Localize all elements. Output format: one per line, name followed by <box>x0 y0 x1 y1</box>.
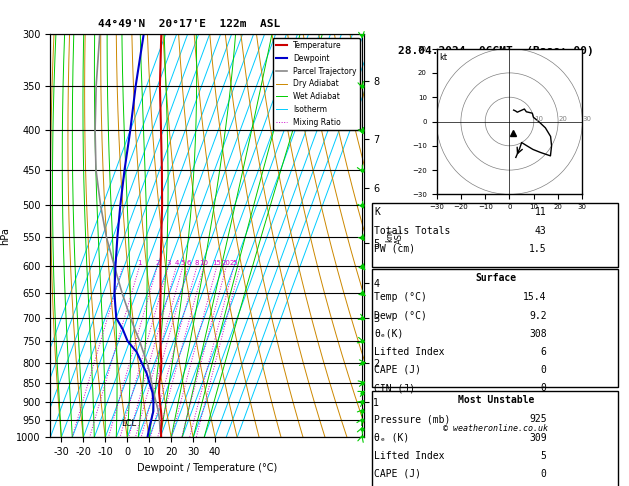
Text: CAPE (J): CAPE (J) <box>374 365 421 375</box>
Text: 0: 0 <box>541 469 547 479</box>
Text: 1: 1 <box>137 260 142 266</box>
Text: 5: 5 <box>181 260 185 266</box>
Text: 925: 925 <box>529 415 547 424</box>
Text: Dewp (°C): Dewp (°C) <box>374 311 427 321</box>
Text: 5: 5 <box>541 451 547 461</box>
Text: PW (cm): PW (cm) <box>374 244 415 254</box>
Text: Totals Totals: Totals Totals <box>374 226 450 236</box>
Text: θₑ (K): θₑ (K) <box>374 433 409 443</box>
Text: 20: 20 <box>222 260 231 266</box>
Text: 10: 10 <box>534 116 543 122</box>
Text: 309: 309 <box>529 433 547 443</box>
Text: 15: 15 <box>213 260 221 266</box>
Text: 15.4: 15.4 <box>523 293 547 302</box>
Legend: Temperature, Dewpoint, Parcel Trajectory, Dry Adiabat, Wet Adiabat, Isotherm, Mi: Temperature, Dewpoint, Parcel Trajectory… <box>272 38 360 130</box>
Text: 3: 3 <box>166 260 170 266</box>
Text: 20: 20 <box>558 116 567 122</box>
Text: 43: 43 <box>535 226 547 236</box>
Text: Surface: Surface <box>476 273 516 283</box>
Bar <box>372 391 618 486</box>
Text: Pressure (mb): Pressure (mb) <box>374 415 450 424</box>
Text: 6: 6 <box>541 347 547 357</box>
Text: CIN (J): CIN (J) <box>374 383 415 393</box>
Text: 4: 4 <box>174 260 179 266</box>
Text: 44°49'N  20°17'E  122m  ASL: 44°49'N 20°17'E 122m ASL <box>97 19 280 30</box>
Text: Lifted Index: Lifted Index <box>374 347 445 357</box>
Text: kt: kt <box>440 53 448 62</box>
Text: 9.2: 9.2 <box>529 311 547 321</box>
Text: LCL: LCL <box>121 419 136 428</box>
Text: Temp (°C): Temp (°C) <box>374 293 427 302</box>
Text: 28.04.2024  06GMT  (Base: 00): 28.04.2024 06GMT (Base: 00) <box>398 46 594 56</box>
Text: 11: 11 <box>535 208 547 217</box>
Y-axis label: hPa: hPa <box>1 227 11 244</box>
Text: 10: 10 <box>199 260 208 266</box>
Text: 0: 0 <box>541 365 547 375</box>
Text: K: K <box>374 208 380 217</box>
Text: Most Unstable: Most Unstable <box>458 395 534 405</box>
X-axis label: Dewpoint / Temperature (°C): Dewpoint / Temperature (°C) <box>136 463 277 473</box>
Text: θₑ(K): θₑ(K) <box>374 329 404 339</box>
Bar <box>372 204 618 267</box>
Text: CAPE (J): CAPE (J) <box>374 469 421 479</box>
Text: © weatheronline.co.uk: © weatheronline.co.uk <box>443 424 548 434</box>
Text: 0: 0 <box>541 383 547 393</box>
Y-axis label: km
ASL: km ASL <box>385 228 404 243</box>
Text: 2: 2 <box>155 260 160 266</box>
Text: 25: 25 <box>230 260 238 266</box>
Text: 6: 6 <box>186 260 191 266</box>
Text: Lifted Index: Lifted Index <box>374 451 445 461</box>
Text: 8: 8 <box>195 260 199 266</box>
Text: 308: 308 <box>529 329 547 339</box>
Text: 30: 30 <box>582 116 591 122</box>
Text: 1.5: 1.5 <box>529 244 547 254</box>
Bar <box>372 269 618 387</box>
